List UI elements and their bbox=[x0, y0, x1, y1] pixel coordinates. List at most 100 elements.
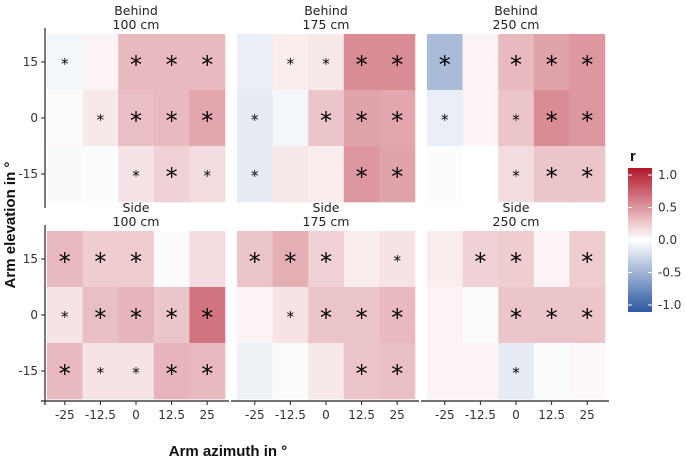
heatmap-cell bbox=[189, 287, 226, 344]
significance-star-small: * bbox=[61, 308, 69, 326]
significance-star-large: * bbox=[284, 248, 296, 276]
x-tick-label: 12.5 bbox=[348, 408, 375, 422]
heatmap-cell bbox=[153, 146, 190, 203]
heatmap-cell bbox=[533, 34, 570, 91]
panel-title-line1: Side bbox=[122, 200, 149, 215]
y-tick-label: 0 bbox=[30, 308, 38, 322]
significance-star-large: * bbox=[94, 304, 106, 332]
heatmap-cell bbox=[379, 231, 416, 288]
heatmap-cell bbox=[82, 231, 119, 288]
heatmap-cell bbox=[343, 90, 380, 147]
significance-star-large: * bbox=[391, 360, 403, 388]
significance-star-small: * bbox=[322, 55, 330, 73]
legend-title: r bbox=[630, 148, 636, 165]
heatmap-cell bbox=[569, 90, 606, 147]
heatmap-cell bbox=[82, 287, 119, 344]
significance-star-large: * bbox=[546, 163, 558, 191]
significance-star-small: * bbox=[132, 167, 140, 185]
significance-star-large: * bbox=[59, 360, 71, 388]
heatmap-cell bbox=[533, 231, 570, 288]
x-tick-label: 25 bbox=[390, 408, 405, 422]
significance-star-large: * bbox=[130, 51, 142, 79]
heatmap-cell bbox=[237, 343, 273, 400]
significance-star-large: * bbox=[439, 51, 451, 79]
significance-star-small: * bbox=[251, 167, 259, 185]
significance-star-large: * bbox=[59, 248, 71, 276]
heatmap-cell bbox=[533, 146, 570, 203]
significance-star-large: * bbox=[166, 107, 178, 135]
significance-star-large: * bbox=[356, 163, 368, 191]
significance-star-large: * bbox=[201, 51, 213, 79]
x-tick-label: -25 bbox=[435, 408, 455, 422]
heatmap-cell bbox=[189, 34, 226, 91]
significance-star-large: * bbox=[320, 107, 332, 135]
heatmap-cell bbox=[569, 34, 606, 91]
heatmap-cell bbox=[118, 343, 155, 400]
significance-star-large: * bbox=[130, 107, 142, 135]
heatmap-cell bbox=[237, 90, 273, 147]
heatmap-cell bbox=[462, 146, 499, 203]
heatmap-cell bbox=[308, 90, 345, 147]
significance-star-large: * bbox=[94, 248, 106, 276]
significance-star-small: * bbox=[97, 111, 105, 129]
panel-title-line2: 100 cm bbox=[113, 17, 160, 32]
heatmap-cell bbox=[153, 287, 190, 344]
y-axis-title: Arm elevation in ° bbox=[2, 162, 19, 289]
panel-title-line2: 175 cm bbox=[303, 17, 350, 32]
heatmap-cell bbox=[462, 90, 499, 147]
significance-star-large: * bbox=[249, 248, 261, 276]
legend-tick-label: 1.0 bbox=[658, 168, 677, 182]
panel-title-line2: 175 cm bbox=[303, 214, 350, 229]
heatmap-cell bbox=[569, 146, 606, 203]
significance-star-large: * bbox=[166, 163, 178, 191]
legend-tick-label: 0.0 bbox=[658, 233, 677, 247]
heatmap-cell bbox=[153, 343, 190, 400]
heatmap-cell bbox=[189, 343, 226, 400]
x-tick-label: 12.5 bbox=[538, 408, 565, 422]
significance-star-large: * bbox=[201, 304, 213, 332]
heatmap-cell bbox=[272, 343, 309, 400]
heatmap-cell bbox=[427, 343, 463, 400]
heatmap-cell bbox=[498, 34, 535, 91]
significance-star-large: * bbox=[474, 248, 486, 276]
panel-title-line2: 250 cm bbox=[493, 214, 540, 229]
significance-star-small: * bbox=[512, 364, 520, 382]
heatmap-cell bbox=[427, 34, 463, 91]
heatmap-cell bbox=[82, 34, 119, 91]
heatmap-cell bbox=[462, 287, 499, 344]
panel-title-line2: 250 cm bbox=[493, 17, 540, 32]
significance-star-large: * bbox=[581, 304, 593, 332]
heatmap-cell bbox=[569, 231, 606, 288]
legend-tick-label: 0.5 bbox=[658, 201, 677, 215]
heatmap-cell bbox=[343, 231, 380, 288]
x-tick-label: 12.5 bbox=[158, 408, 185, 422]
heatmap-cell bbox=[427, 231, 463, 288]
heatmap-cell bbox=[189, 90, 226, 147]
heatmap-cell bbox=[272, 231, 309, 288]
heatmap-cell bbox=[237, 231, 273, 288]
heatmap-cell bbox=[237, 287, 273, 344]
y-tick-label: 0 bbox=[30, 111, 38, 125]
significance-star-large: * bbox=[201, 360, 213, 388]
heatmap-cell bbox=[237, 146, 273, 203]
heatmap-cell bbox=[379, 90, 416, 147]
x-tick-label: -25 bbox=[55, 408, 75, 422]
heatmap-cell bbox=[533, 90, 570, 147]
heatmap-cell bbox=[379, 287, 416, 344]
heatmap-cell bbox=[153, 231, 190, 288]
heatmap-cell bbox=[47, 343, 83, 400]
panel-title-line1: Behind bbox=[304, 3, 348, 18]
significance-star-large: * bbox=[320, 248, 332, 276]
panel-title-line1: Side bbox=[502, 200, 529, 215]
heatmap-cell bbox=[308, 34, 345, 91]
y-tick-label: -15 bbox=[18, 364, 38, 378]
heatmap-cell bbox=[82, 146, 119, 203]
significance-star-large: * bbox=[166, 360, 178, 388]
heatmap-cell bbox=[189, 146, 226, 203]
